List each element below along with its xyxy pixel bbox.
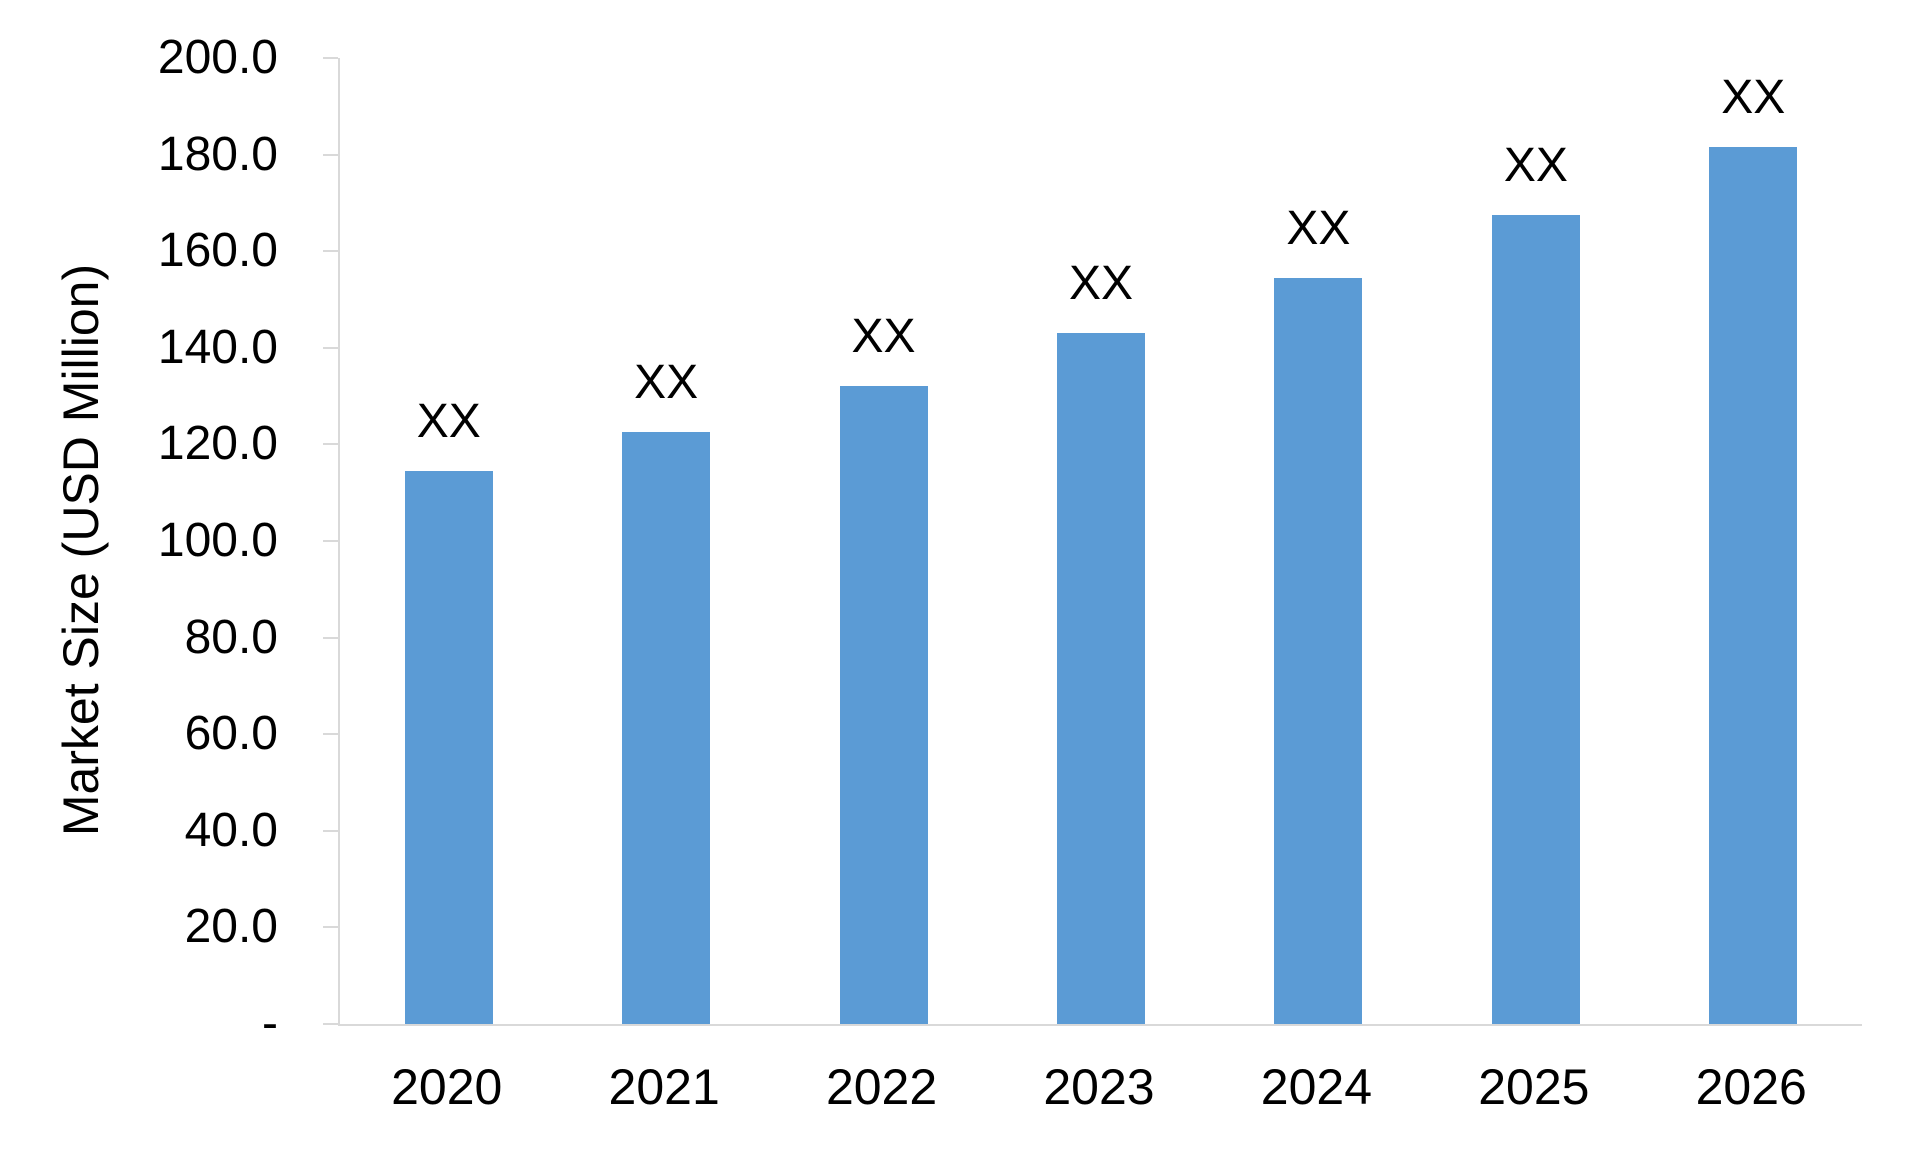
bar-2026 xyxy=(1709,147,1798,1024)
x-tick-label-2024: 2024 xyxy=(1260,1059,1373,1115)
y-tick-label: 80.0 xyxy=(184,610,278,664)
y-tick-mark xyxy=(323,57,338,59)
y-tick-mark xyxy=(323,636,338,639)
y-tick-label: 120.0 xyxy=(157,417,278,471)
bar-2021 xyxy=(622,432,711,1024)
data-label-2024: XX xyxy=(1286,201,1351,255)
y-tick-label: 180.0 xyxy=(157,127,278,181)
x-tick-label-2020: 2020 xyxy=(391,1059,503,1115)
x-tick-label-2026: 2026 xyxy=(1695,1059,1807,1115)
data-label-2021: XX xyxy=(634,356,699,410)
y-tick-label: 140.0 xyxy=(157,320,278,374)
bar-2020 xyxy=(404,470,493,1024)
y-tick-mark xyxy=(323,153,338,156)
y-tick-mark xyxy=(323,1023,338,1025)
x-tick-label-2021: 2021 xyxy=(608,1059,720,1115)
bar-2022 xyxy=(839,386,928,1024)
bar-2023 xyxy=(1057,333,1145,1024)
y-tick-label: 100.0 xyxy=(157,514,278,567)
y-tick-mark xyxy=(323,250,338,253)
y-tick-label: 160.0 xyxy=(157,224,278,278)
data-label-2026: XX xyxy=(1721,71,1786,125)
plot-area: XX XX XX XX XX XX XX xyxy=(338,58,1862,1026)
data-label-2020: XX xyxy=(416,394,481,448)
y-tick-label: 40.0 xyxy=(184,803,278,857)
y-tick-mark xyxy=(323,829,338,832)
data-label-2025: XX xyxy=(1503,138,1568,192)
y-tick-mark xyxy=(323,926,338,929)
y-tick-label: - xyxy=(262,997,278,1050)
x-axis-labels: 2020 2021 2022 2023 2024 2025 2026 xyxy=(338,1062,1860,1112)
x-tick-label-2022: 2022 xyxy=(825,1059,938,1115)
bar-2025 xyxy=(1491,214,1580,1024)
y-tick-mark xyxy=(323,443,338,446)
y-tick-mark xyxy=(323,346,338,349)
y-tick-label: 20.0 xyxy=(184,900,278,954)
y-tick-label: 60.0 xyxy=(184,707,278,761)
data-label-2022: XX xyxy=(851,310,916,364)
bar-2024 xyxy=(1274,277,1363,1024)
data-label-2023: XX xyxy=(1068,257,1133,311)
y-tick-mark xyxy=(323,540,338,542)
y-tick-mark xyxy=(323,733,338,736)
x-tick-label-2025: 2025 xyxy=(1478,1059,1590,1115)
y-tick-label: 200.0 xyxy=(157,31,278,84)
x-tick-label-2023: 2023 xyxy=(1043,1059,1155,1115)
